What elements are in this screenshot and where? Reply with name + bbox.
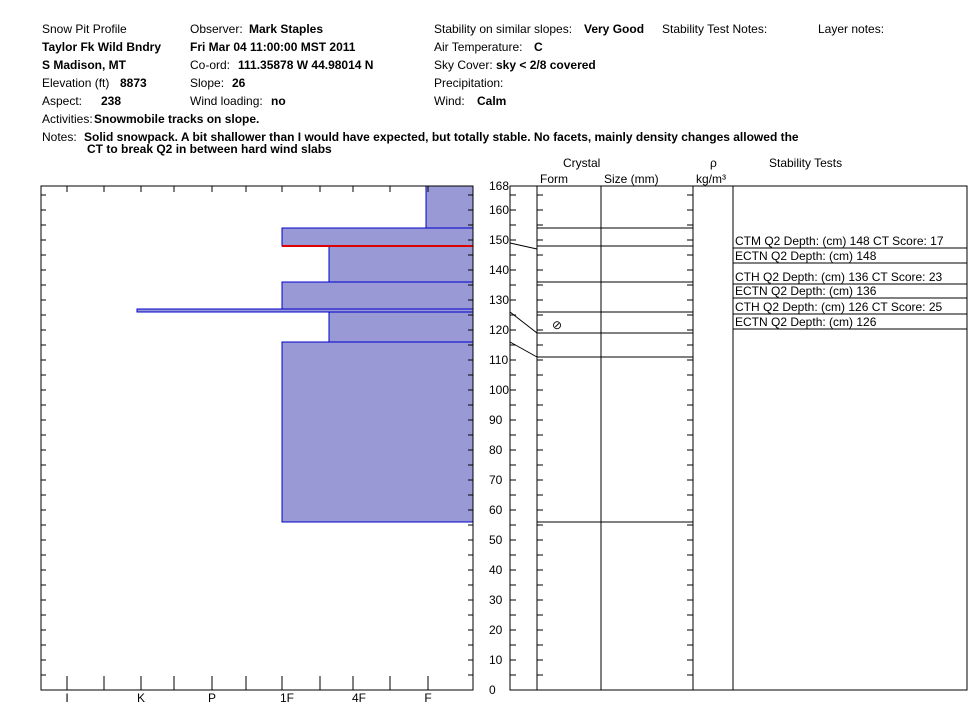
density-unit-header: kg/m³ — [696, 172, 726, 186]
aspect-label: Aspect: — [42, 94, 83, 108]
crystal-header: Crystal — [563, 156, 601, 170]
crystal-form-symbol: ⊘ — [552, 318, 562, 332]
hardness-bar — [328, 311, 474, 343]
y-tick-label: 140 — [489, 263, 509, 277]
hardness-bar — [281, 227, 474, 247]
y-tick-label: 90 — [489, 413, 503, 427]
stability-test: ECTN Q2 Depth: (cm) 148 — [735, 249, 877, 263]
y-tick-label: 30 — [489, 593, 503, 607]
stability-label: Stability on similar slopes: — [434, 22, 573, 36]
y-tick-label: 120 — [489, 323, 509, 337]
notes-label: Notes: — [42, 130, 77, 144]
layer-connector — [509, 311, 538, 334]
sky-value: sky < 2/8 covered — [496, 58, 596, 72]
x-tick-label: 1F — [280, 691, 294, 704]
y-tick-label: 40 — [489, 563, 503, 577]
notes-line-1: Solid snowpack. A bit shallower than I w… — [84, 130, 799, 144]
y-tick-label: 110 — [489, 353, 508, 367]
observer-value: Mark Staples — [249, 22, 324, 36]
activities-label: Activities: — [42, 112, 93, 126]
stability-test: CTH Q2 Depth: (cm) 136 CT Score: 23 — [735, 270, 943, 284]
wind-value: Calm — [477, 94, 507, 108]
aspect-value: 238 — [101, 94, 122, 108]
wind-loading-label: Wind loading: — [190, 94, 263, 108]
layer-notes-label: Layer notes: — [818, 22, 885, 36]
stability-value: Very Good — [584, 22, 645, 36]
y-tick-label: 150 — [489, 233, 509, 247]
coord-label: Co-ord: — [190, 58, 231, 72]
hardness-bar — [425, 185, 474, 229]
y-tick-label: 60 — [489, 503, 503, 517]
coord-value: 111.35878 W 44.98014 N — [238, 58, 374, 72]
y-tick-label: 20 — [489, 623, 503, 637]
rho-header: ρ — [710, 156, 717, 170]
x-tick-label: F — [424, 691, 431, 704]
y-tick-label: 168 — [489, 179, 509, 193]
stability-test: CTH Q2 Depth: (cm) 126 CT Score: 25 — [735, 300, 943, 314]
hardness-plot-frame — [40, 185, 474, 691]
sky-label: Sky Cover: — [434, 58, 493, 72]
layer-table-frame — [509, 185, 968, 691]
wind-label: Wind: — [434, 94, 465, 108]
y-tick-label: 130 — [489, 293, 509, 307]
stability-test: ECTN Q2 Depth: (cm) 126 — [735, 315, 877, 329]
x-tick-label: I — [65, 691, 68, 704]
y-tick-label: 80 — [489, 443, 503, 457]
air-temp-label: Air Temperature: — [434, 40, 523, 54]
hardness-bar — [281, 341, 474, 523]
slope-value: 26 — [232, 76, 246, 90]
stability-tests-header: Stability Tests — [769, 156, 843, 170]
notes-line-2: CT to break Q2 in between hard wind slab… — [87, 142, 332, 156]
elevation-label: Elevation (ft) — [42, 76, 110, 90]
hardness-bar — [328, 245, 474, 283]
elevation-value: 8873 — [120, 76, 147, 90]
x-tick-label: P — [208, 691, 216, 704]
x-tick-label: 4F — [352, 691, 366, 704]
hardness-bar — [281, 281, 474, 310]
size-header: Size (mm) — [604, 172, 659, 186]
wind-loading-value: no — [271, 94, 286, 108]
region: S Madison, MT — [42, 58, 126, 72]
air-temp-value: C — [534, 40, 543, 54]
layer-connector — [509, 341, 538, 358]
location: Taylor Fk Wild Bndry — [42, 40, 162, 54]
y-tick-label: 160 — [489, 203, 509, 217]
x-tick-label: K — [137, 691, 145, 704]
page-title: Snow Pit Profile — [42, 22, 127, 36]
slope-label: Slope: — [190, 76, 225, 90]
precip-label: Precipitation: — [434, 76, 504, 90]
y-tick-label: 0 — [489, 683, 496, 697]
y-tick-label: 50 — [489, 533, 503, 547]
stability-test: CTM Q2 Depth: (cm) 148 CT Score: 17 — [735, 234, 944, 248]
y-tick-label: 70 — [489, 473, 503, 487]
y-tick-label: 100 — [489, 383, 509, 397]
form-header: Form — [540, 172, 568, 186]
layer-connector — [509, 242, 538, 250]
datetime: Fri Mar 04 11:00:00 MST 2011 — [190, 40, 356, 54]
stability-test: ECTN Q2 Depth: (cm) 136 — [735, 284, 877, 298]
y-tick-label: 10 — [489, 653, 503, 667]
activities-value: Snowmobile tracks on slope. — [94, 112, 260, 126]
observer-label: Observer: — [190, 22, 243, 36]
stability-notes-label: Stability Test Notes: — [662, 22, 768, 36]
